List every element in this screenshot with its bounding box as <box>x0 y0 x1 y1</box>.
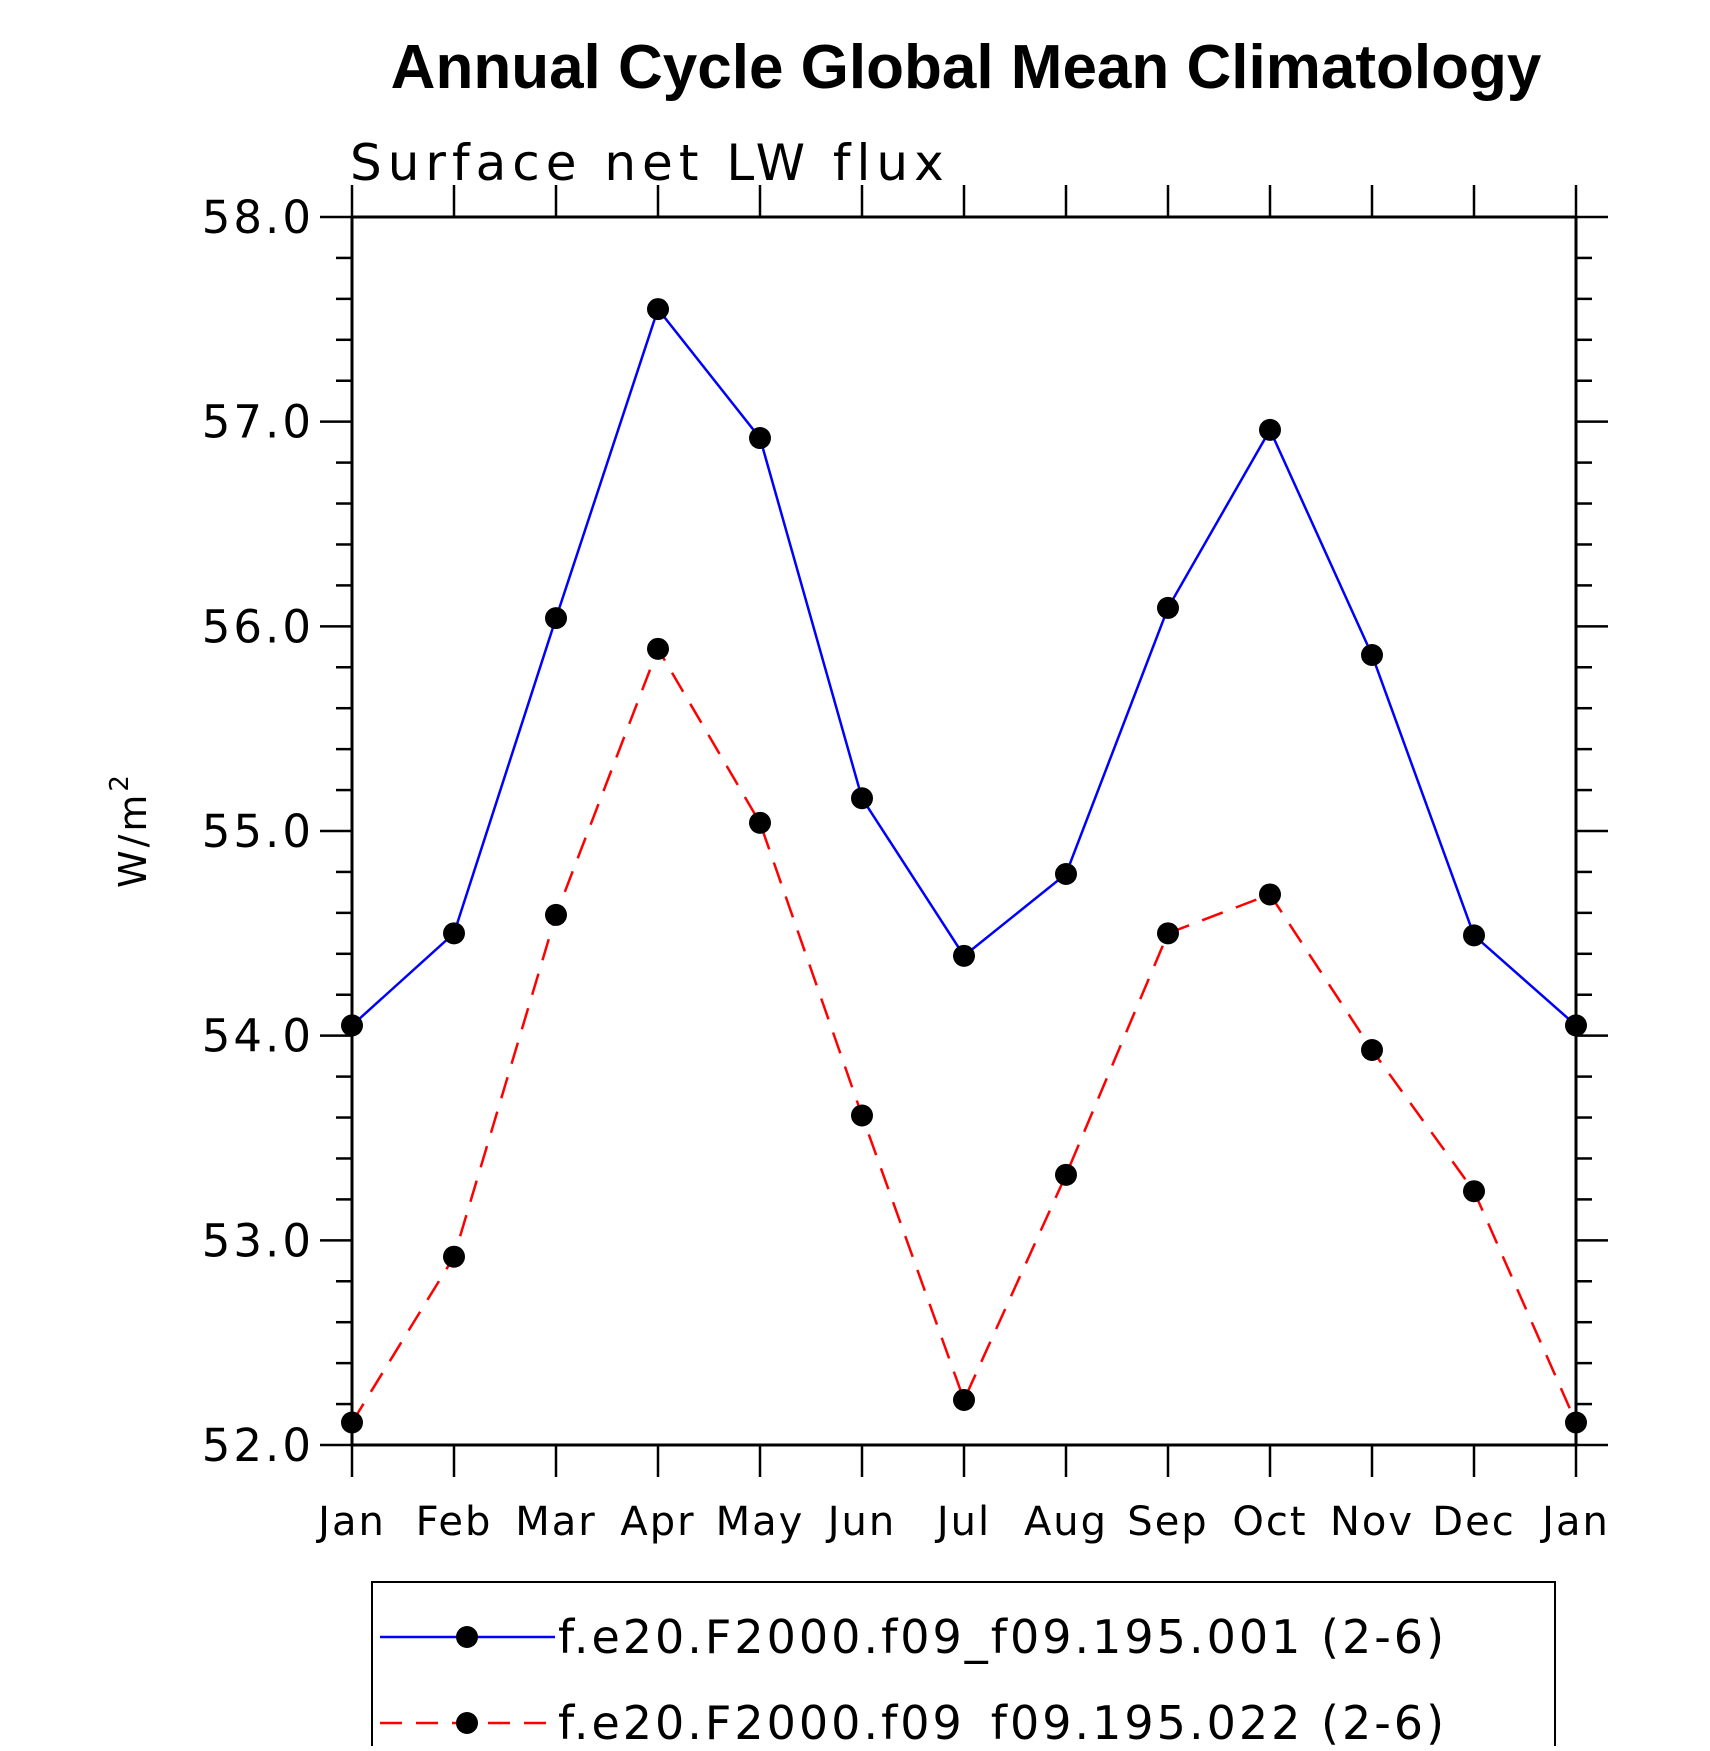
series-1-point <box>851 787 873 810</box>
series-1-point <box>1361 643 1383 666</box>
x-tick-label: Oct <box>1232 1499 1307 1545</box>
x-tick-label: Nov <box>1330 1499 1414 1545</box>
series-2-point <box>341 1411 363 1434</box>
x-tick-label: Aug <box>1024 1499 1108 1545</box>
x-tick-label: Jun <box>825 1499 897 1545</box>
series-1-point <box>1259 418 1281 441</box>
y-tick-label: 53.0 <box>202 1214 314 1267</box>
x-tick-label: Jan <box>315 1499 386 1545</box>
x-tick-label: Jul <box>934 1499 991 1545</box>
series-2-point <box>1055 1163 1077 1186</box>
series-2-point <box>1565 1411 1587 1434</box>
series-2-point <box>749 811 771 834</box>
x-tick-label: Mar <box>515 1499 596 1545</box>
x-tick-label: Jan <box>1539 1499 1610 1545</box>
x-tick-label: Feb <box>416 1499 493 1545</box>
chart-subtitle: Surface net LW flux <box>350 134 950 192</box>
series-line-2 <box>350 645 1578 1424</box>
series-1-point <box>443 922 465 945</box>
series-line-1 <box>351 306 1577 1027</box>
x-tick-label: May <box>716 1499 805 1545</box>
series-1-point <box>545 607 567 630</box>
svg-text:W/m2: W/m2 <box>105 772 155 888</box>
series-2-point <box>1361 1038 1383 1061</box>
series-2-point <box>1259 883 1281 906</box>
y-tick-label: 57.0 <box>202 396 314 449</box>
legend-marker-2 <box>456 1712 478 1734</box>
series-2-point <box>1463 1180 1485 1203</box>
series-2-point <box>647 637 669 660</box>
series-1-point <box>1055 862 1077 885</box>
series-2-point <box>1157 922 1179 945</box>
y-tick-label: 56.0 <box>202 600 314 653</box>
legend-box <box>371 1581 1556 1751</box>
y-axis-label-unit: W/m <box>111 792 155 888</box>
y-tick-label: 55.0 <box>202 805 314 858</box>
series-1-point <box>1565 1014 1587 1037</box>
legend: f.e20.F2000.f09_f09.195.001 (2-6) f.e20.F… <box>371 1581 1556 1751</box>
series-1-point <box>1463 924 1485 947</box>
chart-title: Annual Cycle Global Mean Climatology <box>391 33 1542 102</box>
x-tick-label: Apr <box>620 1499 695 1545</box>
y-axis-label: W/m2 <box>105 772 155 888</box>
series-1-point <box>1157 596 1179 619</box>
x-tick-label: Sep <box>1127 1499 1208 1545</box>
y-tick-label: 52.0 <box>202 1419 314 1472</box>
series-2-point <box>953 1388 975 1411</box>
y-tick-label: 54.0 <box>202 1010 314 1063</box>
series-2-point <box>851 1104 873 1127</box>
x-tick-label: Dec <box>1432 1499 1515 1545</box>
plot-area: 52.0 53.0 54.0 55.0 56.0 57.0 58.0 Jan Feb Mar Apr… <box>202 185 1610 1545</box>
series-1-point <box>341 1014 363 1037</box>
series-1-point <box>647 298 669 321</box>
series-1-point <box>953 944 975 967</box>
series-2-point <box>545 903 567 926</box>
series-1-point <box>749 427 771 450</box>
legend-marker-1 <box>456 1626 478 1648</box>
y-tick-label: 58.0 <box>202 191 314 244</box>
y-axis-label-exponent: 2 <box>105 772 135 792</box>
legend-entries: f.e20.F2000.f09_f09.195.001 (2-6) f.e20.F… <box>380 1610 1447 1750</box>
legend-label-2: f.e20.F2000.f09_f09.195.022 (2-6) <box>558 1696 1447 1746</box>
plot-frame <box>350 215 1578 1447</box>
series-2-point <box>443 1245 465 1268</box>
legend-label-1: f.e20.F2000.f09_f09.195.001 (2-6) <box>558 1610 1447 1664</box>
